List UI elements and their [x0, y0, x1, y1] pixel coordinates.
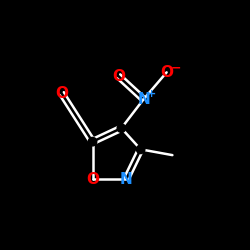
- Text: −: −: [170, 62, 181, 74]
- Circle shape: [117, 124, 126, 132]
- Text: O: O: [55, 86, 68, 101]
- Text: N: N: [120, 172, 132, 187]
- Text: O: O: [112, 69, 125, 84]
- Text: O: O: [86, 172, 99, 187]
- Circle shape: [88, 138, 97, 146]
- Circle shape: [136, 145, 145, 154]
- Text: N: N: [137, 92, 150, 107]
- Text: O: O: [160, 65, 173, 80]
- Text: +: +: [146, 89, 156, 99]
